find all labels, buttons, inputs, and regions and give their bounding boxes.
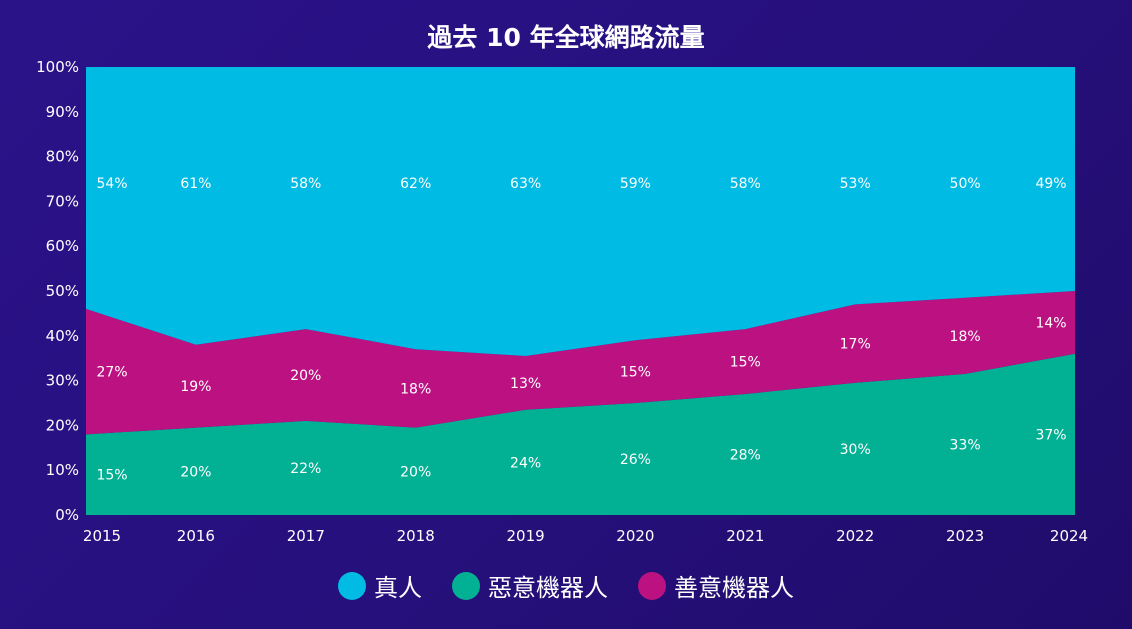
data-label-human: 54%	[96, 176, 127, 192]
data-label-good-bot: 20%	[290, 368, 321, 384]
x-tick-label: 2024	[1050, 527, 1088, 545]
data-label-human: 49%	[1035, 176, 1066, 192]
data-label-good-bot: 13%	[510, 376, 541, 392]
data-label-bad-bot: 24%	[510, 455, 541, 471]
data-label-human: 58%	[290, 176, 321, 192]
y-tick-label: 70%	[46, 192, 79, 210]
y-tick-label: 0%	[55, 506, 79, 524]
x-tick-label: 2023	[946, 527, 984, 545]
legend-swatch-bad-bot	[452, 571, 480, 600]
y-tick-label: 90%	[46, 103, 79, 121]
legend-swatch-human	[338, 571, 366, 600]
data-label-human: 61%	[180, 176, 211, 192]
area-bad-bot	[86, 353, 1075, 515]
data-label-good-bot: 18%	[950, 329, 981, 345]
data-label-human: 62%	[400, 176, 431, 192]
data-label-bad-bot: 33%	[950, 437, 981, 453]
y-tick-label: 60%	[46, 237, 79, 255]
data-label-good-bot: 14%	[1035, 315, 1066, 331]
y-tick-label: 100%	[36, 58, 79, 76]
data-label-bad-bot: 26%	[620, 452, 651, 468]
legend-label-good-bot: 善意機器人	[674, 574, 794, 602]
data-label-good-bot: 18%	[400, 381, 431, 397]
data-label-human: 53%	[840, 176, 871, 192]
legend-item-human: 真人	[338, 568, 422, 603]
area-human	[86, 67, 1075, 356]
legend-swatch-good-bot	[638, 571, 666, 600]
y-tick-label: 40%	[46, 327, 79, 345]
data-label-bad-bot: 37%	[1035, 427, 1066, 443]
legend-item-bad-bot: 惡意機器人	[452, 568, 608, 603]
data-label-good-bot: 19%	[180, 379, 211, 395]
x-tick-label: 2022	[836, 527, 874, 545]
data-label-bad-bot: 20%	[400, 464, 431, 480]
data-label-human: 59%	[620, 176, 651, 192]
data-label-bad-bot: 15%	[96, 468, 127, 484]
y-tick-label: 20%	[46, 416, 79, 434]
x-tick-label: 2021	[726, 527, 764, 545]
x-tick-label: 2018	[397, 527, 435, 545]
data-label-human: 63%	[510, 176, 541, 192]
x-tick-label: 2020	[616, 527, 654, 545]
y-tick-label: 80%	[46, 148, 79, 166]
legend-item-good-bot: 善意機器人	[638, 568, 794, 603]
chart-title: 過去 10 年全球網路流量	[427, 23, 705, 52]
data-label-good-bot: 15%	[620, 365, 651, 381]
x-tick-label: 2019	[507, 527, 545, 545]
chart-legend: 真人 惡意機器人 善意機器人	[0, 568, 1132, 603]
data-label-bad-bot: 28%	[730, 448, 761, 464]
y-tick-label: 10%	[46, 461, 79, 479]
data-label-good-bot: 15%	[730, 355, 761, 371]
data-label-good-bot: 27%	[96, 365, 127, 381]
legend-label-human: 真人	[374, 574, 422, 602]
data-label-human: 50%	[950, 176, 981, 192]
x-tick-label: 2015	[83, 527, 121, 545]
legend-label-bad-bot: 惡意機器人	[488, 574, 608, 602]
data-label-bad-bot: 22%	[290, 461, 321, 477]
data-label-human: 58%	[730, 176, 761, 192]
y-tick-label: 50%	[46, 282, 79, 300]
x-tick-label: 2017	[287, 527, 325, 545]
data-label-bad-bot: 30%	[840, 442, 871, 458]
data-label-bad-bot: 20%	[180, 464, 211, 480]
y-tick-label: 30%	[46, 372, 79, 390]
area-good-bot	[86, 291, 1075, 435]
x-tick-label: 2016	[177, 527, 215, 545]
data-label-good-bot: 17%	[840, 337, 871, 353]
